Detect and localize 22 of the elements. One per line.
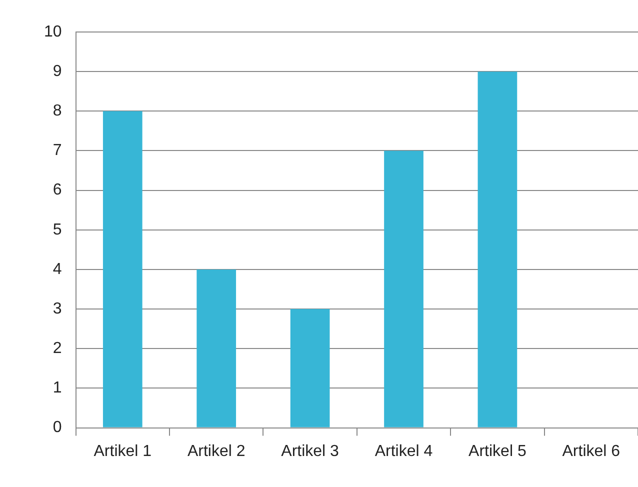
y-tick-label: 4 [52, 260, 62, 278]
x-tick-label: Artikel 6 [562, 442, 620, 460]
y-tick-label: 1 [52, 380, 62, 397]
bar [290, 309, 330, 428]
bar [196, 269, 236, 428]
bar [384, 150, 424, 428]
x-tick-label: Artikel 2 [187, 442, 246, 460]
x-tick-label: Artikel 5 [468, 442, 526, 460]
y-tick-label: 8 [52, 102, 62, 120]
y-tick-label: 2 [52, 340, 62, 358]
bar [478, 72, 518, 428]
y-tick-label: 3 [52, 300, 62, 318]
x-tick-label: Artikel 4 [374, 442, 433, 460]
y-tick-label: 0 [52, 419, 62, 436]
y-tick-label: 10 [44, 23, 62, 40]
y-tick-label: 6 [52, 182, 62, 199]
y-tick-label: 7 [52, 142, 62, 160]
y-tick-label: 5 [52, 221, 62, 238]
bar [102, 111, 142, 428]
x-tick-label: Artikel 3 [281, 442, 340, 460]
y-tick-label: 9 [52, 62, 62, 80]
x-tick-label: Artikel 1 [94, 442, 152, 460]
